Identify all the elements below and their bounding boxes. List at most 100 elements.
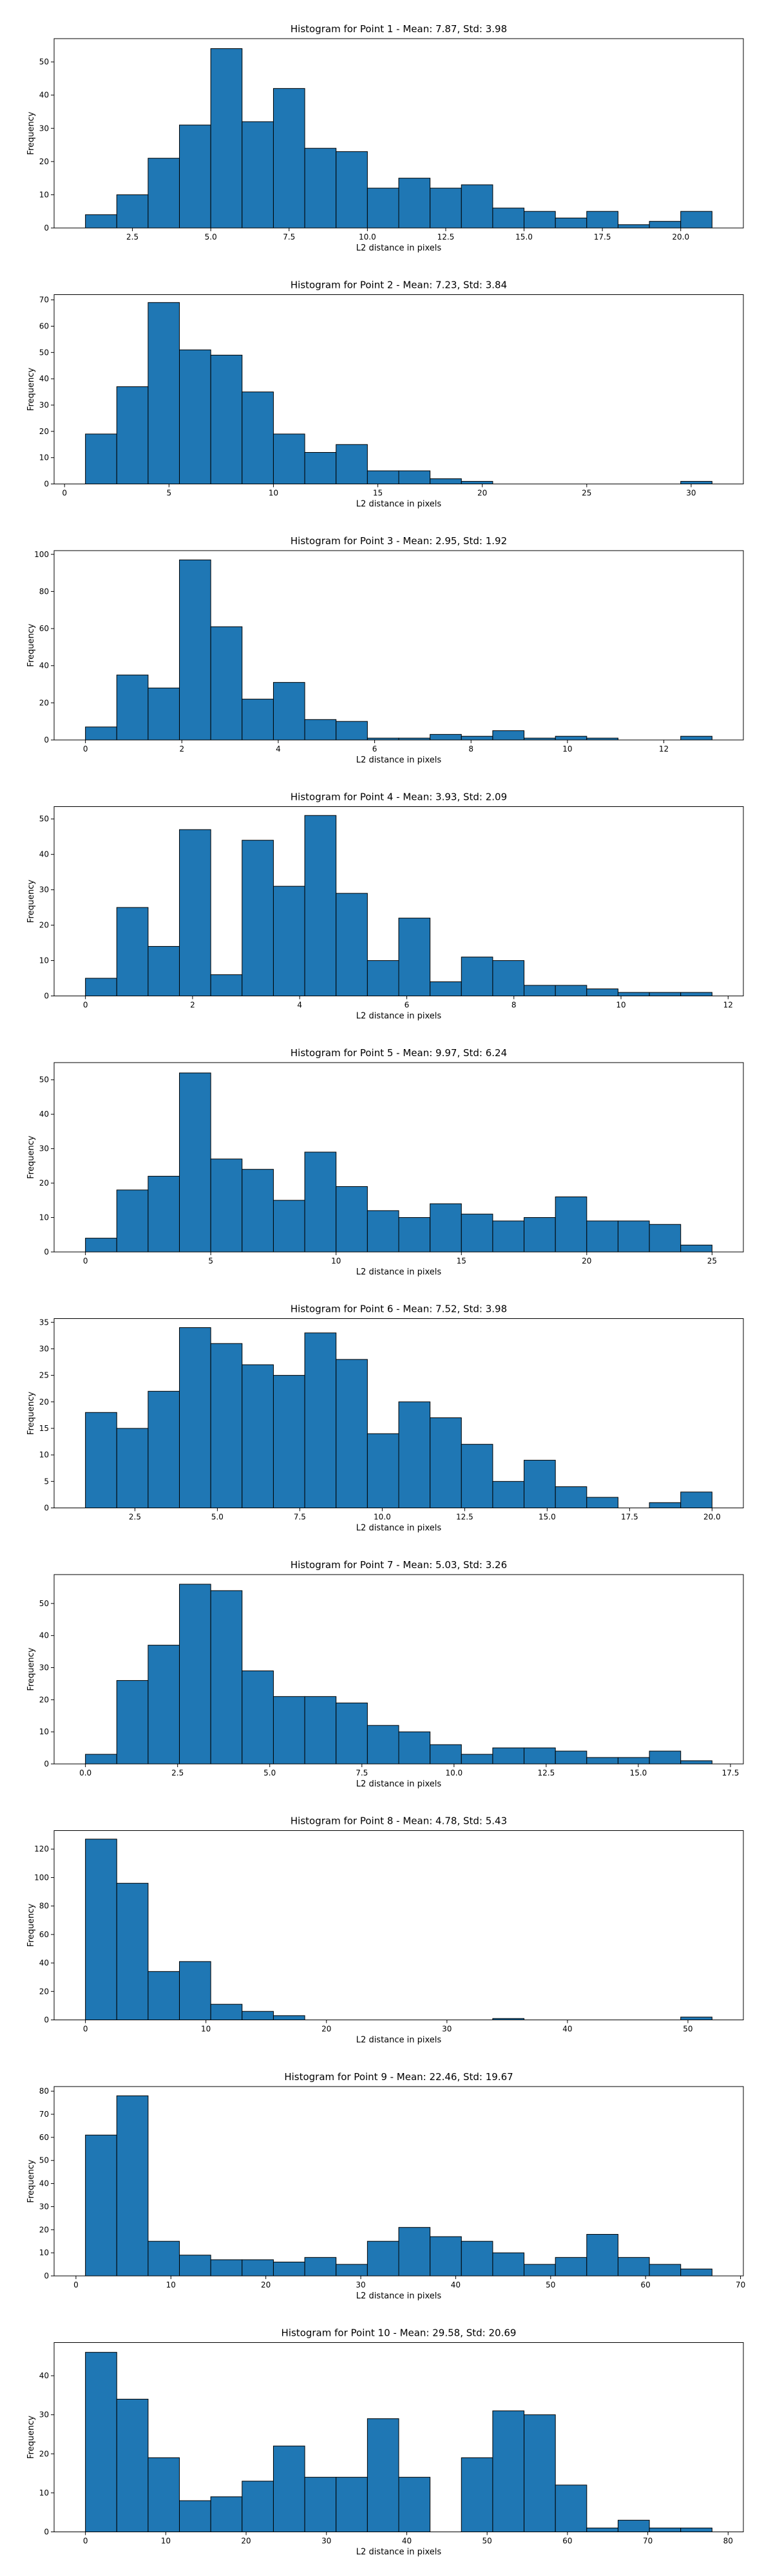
x-tick-label: 40 <box>451 2280 461 2289</box>
y-tick-label: 50 <box>39 57 49 66</box>
x-tick-label: 15.0 <box>515 232 533 242</box>
axes-frame <box>53 1318 744 1508</box>
histogram-bar <box>179 2255 211 2277</box>
histogram-bar <box>304 452 337 484</box>
histogram-bar <box>304 2477 337 2533</box>
y-axis-label: Frequency <box>26 111 36 155</box>
x-tick-label: 10 <box>616 1001 625 1010</box>
histogram-bar <box>586 2527 618 2533</box>
histogram-bar <box>85 1238 117 1253</box>
histogram-bar <box>492 2252 525 2277</box>
y-tick-label: 0 <box>44 2271 49 2280</box>
x-tick-label: 25 <box>582 489 591 498</box>
histogram-bar <box>680 1760 712 1765</box>
y-tick-label: 120 <box>34 1844 49 1853</box>
y-tick-label: 10 <box>39 453 49 462</box>
histogram-bar <box>617 1220 650 1253</box>
histogram-bar <box>116 2095 149 2277</box>
x-tick-label: 20 <box>477 489 487 498</box>
histogram-bar <box>461 480 493 485</box>
histogram-bar <box>148 1175 180 1253</box>
histogram-bar <box>398 1731 431 1765</box>
histogram-bar <box>367 1725 399 1765</box>
histogram-bar <box>492 2410 525 2533</box>
histogram-bar <box>272 2261 305 2277</box>
y-tick-label: 30 <box>39 2410 49 2420</box>
histogram-bar <box>148 687 180 741</box>
chart-title: Histogram for Point 6 - Mean: 7.52, Std:… <box>291 1303 507 1315</box>
y-tick-label: 0 <box>44 992 49 1001</box>
y-tick-label: 0 <box>44 735 49 744</box>
chart-panel-3: Histogram for Point 3 - Mean: 2.95, Std:… <box>26 535 744 765</box>
histogram-bar <box>85 726 117 741</box>
y-tick-label: 20 <box>39 1397 49 1406</box>
y-tick-label: 0 <box>44 2016 49 2025</box>
chart-panel-5: Histogram for Point 5 - Mean: 9.97, Std:… <box>26 1047 744 1277</box>
histogram-bar <box>617 2519 650 2533</box>
histogram-bar <box>85 1754 117 1765</box>
x-tick-label: 20 <box>241 2537 251 2546</box>
x-tick-label: 30 <box>321 2537 331 2546</box>
x-tick-label: 0 <box>83 1256 88 1265</box>
histogram-bar <box>680 2268 712 2277</box>
histogram-bar <box>398 2227 431 2277</box>
y-tick-label: 60 <box>39 1930 49 1939</box>
histogram-bar <box>555 985 587 997</box>
x-tick-label: 20 <box>321 2025 331 2034</box>
histogram-bar <box>272 2015 305 2020</box>
histogram-bar <box>398 2477 431 2533</box>
histogram-bar <box>461 184 493 229</box>
histogram-bar <box>492 1747 525 1765</box>
x-tick-label: 2 <box>190 1001 195 1010</box>
histogram-bar <box>179 124 211 229</box>
x-tick-label: 60 <box>562 2537 572 2546</box>
histogram-bar <box>272 1375 305 1509</box>
histogram-bar <box>555 1750 587 1765</box>
histogram-bar <box>179 1072 211 1253</box>
histogram-bar <box>367 470 399 484</box>
x-tick-label: 15 <box>373 489 383 498</box>
x-tick-label: 15.0 <box>630 1768 647 1777</box>
x-axis-label: L2 distance in pixels <box>356 243 442 253</box>
chart-title: Histogram for Point 1 - Mean: 7.87, Std:… <box>291 23 507 35</box>
histogram-bar <box>617 2257 650 2277</box>
axes-frame <box>53 1574 744 1765</box>
histogram-bar <box>367 2418 399 2533</box>
x-axis-label: L2 distance in pixels <box>356 1524 442 1533</box>
histogram-bar <box>461 1444 493 1509</box>
histogram-bar <box>649 2264 682 2277</box>
histogram-bar <box>242 1364 274 1508</box>
y-axis-label: Frequency <box>26 2416 36 2459</box>
histogram-bar <box>430 1417 462 1508</box>
histogram-bar <box>586 1497 618 1508</box>
histogram-bar <box>304 815 337 996</box>
histogram-bar <box>367 1433 399 1508</box>
histogram-bar <box>179 829 211 996</box>
axes-frame <box>53 1830 744 2020</box>
histogram-bar <box>461 1754 493 1765</box>
chart-panel-10: Histogram for Point 10 - Mean: 29.58, St… <box>26 2327 744 2557</box>
histogram-bar <box>336 151 368 229</box>
y-tick-label: 30 <box>39 124 49 133</box>
x-tick-label: 40 <box>402 2537 412 2546</box>
histogram-bar <box>586 2233 618 2277</box>
histogram-bar <box>430 1744 462 1765</box>
x-tick-label: 2.5 <box>129 1513 141 1522</box>
y-tick-label: 10 <box>39 2248 49 2257</box>
histogram-bar <box>367 1210 399 1253</box>
histogram-bar <box>367 187 399 229</box>
chart-title: Histogram for Point 7 - Mean: 5.03, Std:… <box>291 1559 507 1571</box>
histogram-bar <box>304 1151 337 1253</box>
histogram-bar <box>524 2264 556 2277</box>
x-tick-label: 12 <box>659 744 669 753</box>
histogram-bar <box>272 886 305 997</box>
axes-frame <box>53 294 744 484</box>
axes-frame <box>53 806 744 996</box>
y-tick-label: 40 <box>39 2371 49 2380</box>
histogram-bar <box>680 735 712 741</box>
histogram-bar <box>617 992 650 996</box>
x-axis-label: L2 distance in pixels <box>356 500 442 509</box>
histogram-bar <box>492 207 525 229</box>
histogram-bar <box>617 224 650 229</box>
